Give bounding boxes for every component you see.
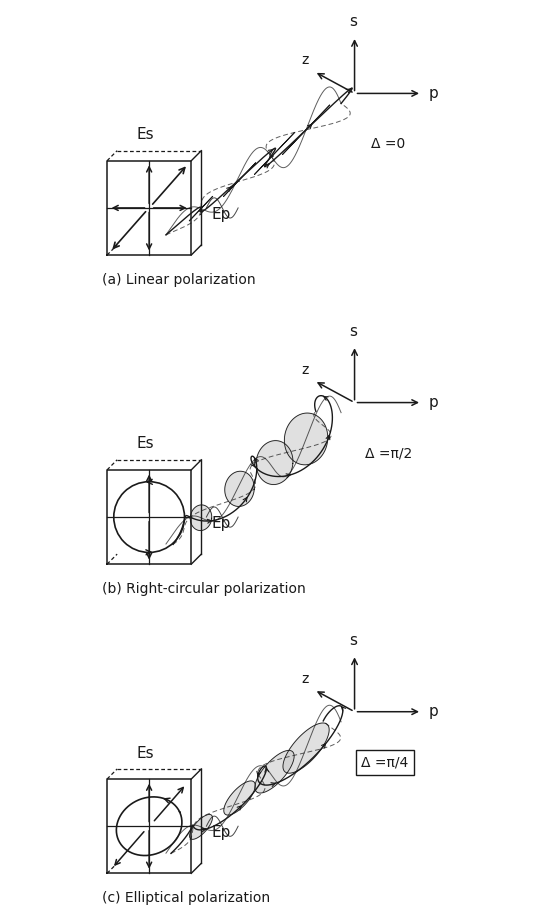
- Text: Es: Es: [137, 437, 154, 451]
- Polygon shape: [224, 781, 255, 815]
- Text: s: s: [349, 633, 357, 648]
- Text: Ep: Ep: [211, 207, 231, 222]
- Polygon shape: [225, 472, 254, 507]
- Text: z: z: [302, 54, 309, 67]
- Text: p: p: [429, 395, 438, 410]
- Polygon shape: [223, 162, 256, 197]
- Polygon shape: [285, 414, 328, 465]
- Text: s: s: [349, 15, 357, 30]
- Text: (a) Linear polarization: (a) Linear polarization: [102, 273, 256, 287]
- Polygon shape: [189, 197, 213, 221]
- Text: Ep: Ep: [211, 825, 231, 841]
- Text: Δ =0: Δ =0: [371, 137, 405, 151]
- Text: Δ =π/4: Δ =π/4: [361, 755, 409, 769]
- Text: Es: Es: [137, 746, 154, 761]
- Polygon shape: [190, 814, 213, 839]
- Text: z: z: [302, 363, 309, 377]
- Polygon shape: [190, 505, 212, 531]
- Polygon shape: [283, 723, 329, 773]
- Polygon shape: [255, 750, 294, 793]
- Polygon shape: [282, 105, 329, 154]
- Text: Es: Es: [137, 127, 154, 142]
- Text: Δ =π/2: Δ =π/2: [365, 446, 412, 460]
- Polygon shape: [256, 440, 293, 485]
- Polygon shape: [255, 132, 295, 174]
- Text: p: p: [429, 704, 438, 719]
- Text: (b) Right-circular polarization: (b) Right-circular polarization: [102, 582, 306, 596]
- Text: (c) Elliptical polarization: (c) Elliptical polarization: [102, 892, 270, 905]
- Text: p: p: [429, 86, 438, 101]
- Text: z: z: [302, 672, 309, 686]
- Text: s: s: [349, 324, 357, 339]
- Text: Ep: Ep: [211, 516, 231, 532]
